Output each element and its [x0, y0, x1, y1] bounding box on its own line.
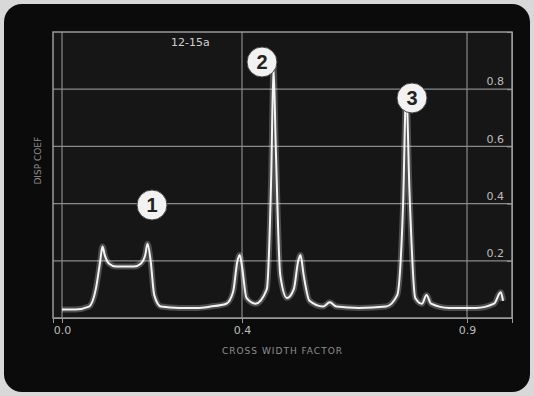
- x-tick: 0.4: [234, 318, 252, 337]
- y-tick-label: 0.2: [487, 247, 505, 260]
- screen-frame: [4, 4, 530, 392]
- y-tick-label: 0.8: [487, 75, 505, 88]
- plot-frame: [53, 32, 512, 318]
- annotation-badge: [247, 47, 277, 77]
- trace-glow: [62, 66, 503, 309]
- annotation: 2: [247, 47, 277, 77]
- x-tick: 0.0: [54, 318, 72, 337]
- y-tick: 0.4: [487, 190, 513, 204]
- y-axis-title: DISP COEF: [33, 137, 43, 185]
- y-tick: 0.8: [487, 75, 513, 89]
- y-tick: 0.2: [487, 247, 513, 261]
- x-tick-label: 0.9: [459, 324, 477, 337]
- grid-line: [53, 146, 512, 147]
- y-tick-mark: [507, 146, 512, 147]
- x-tick-mark: [467, 318, 468, 323]
- grid-line: [53, 260, 512, 261]
- x-axis-title: CROSS WIDTH FACTOR: [222, 346, 343, 356]
- annotation-label: 3: [406, 87, 417, 109]
- y-axis-line: [507, 33, 513, 319]
- x-tick-label: 0.4: [234, 324, 252, 337]
- x-axis-line: [54, 319, 513, 324]
- grid-line: [61, 32, 62, 318]
- title: 12-15a: [171, 36, 210, 49]
- y-tick: 0.6: [487, 133, 513, 147]
- annotation: 1: [137, 190, 167, 220]
- x-axis: 0.0 0.4 0.9: [54, 318, 513, 337]
- y-axis: 0.2 0.4 0.6 0.8: [487, 33, 513, 319]
- annotation-label: 2: [256, 51, 267, 73]
- annotation-badge: [137, 190, 167, 220]
- x-tick-mark: [62, 318, 63, 323]
- grid-line: [466, 32, 467, 318]
- y-tick-mark: [507, 261, 512, 262]
- x-tick-mark: [242, 318, 243, 323]
- annotation-label: 1: [146, 194, 157, 216]
- grid-line: [53, 89, 512, 90]
- x-tick-label: 0.0: [54, 324, 72, 337]
- annotation-badge: [397, 83, 427, 113]
- grid: [53, 32, 512, 318]
- plot-area: [53, 32, 512, 318]
- y-tick-label: 0.4: [487, 190, 505, 203]
- marks: [62, 66, 503, 309]
- y-tick-label: 0.6: [487, 133, 505, 146]
- y-tick-mark: [507, 204, 512, 205]
- chart: 0.0 0.4 0.9 0.2 0.4 0.6 0.8 12-15a DISP COEF CROS…: [0, 0, 534, 396]
- y-tick-mark: [507, 89, 512, 90]
- trace: [62, 66, 503, 309]
- annotation: 3: [397, 83, 427, 113]
- x-tick: 0.9: [459, 318, 477, 337]
- grid-line: [53, 203, 512, 204]
